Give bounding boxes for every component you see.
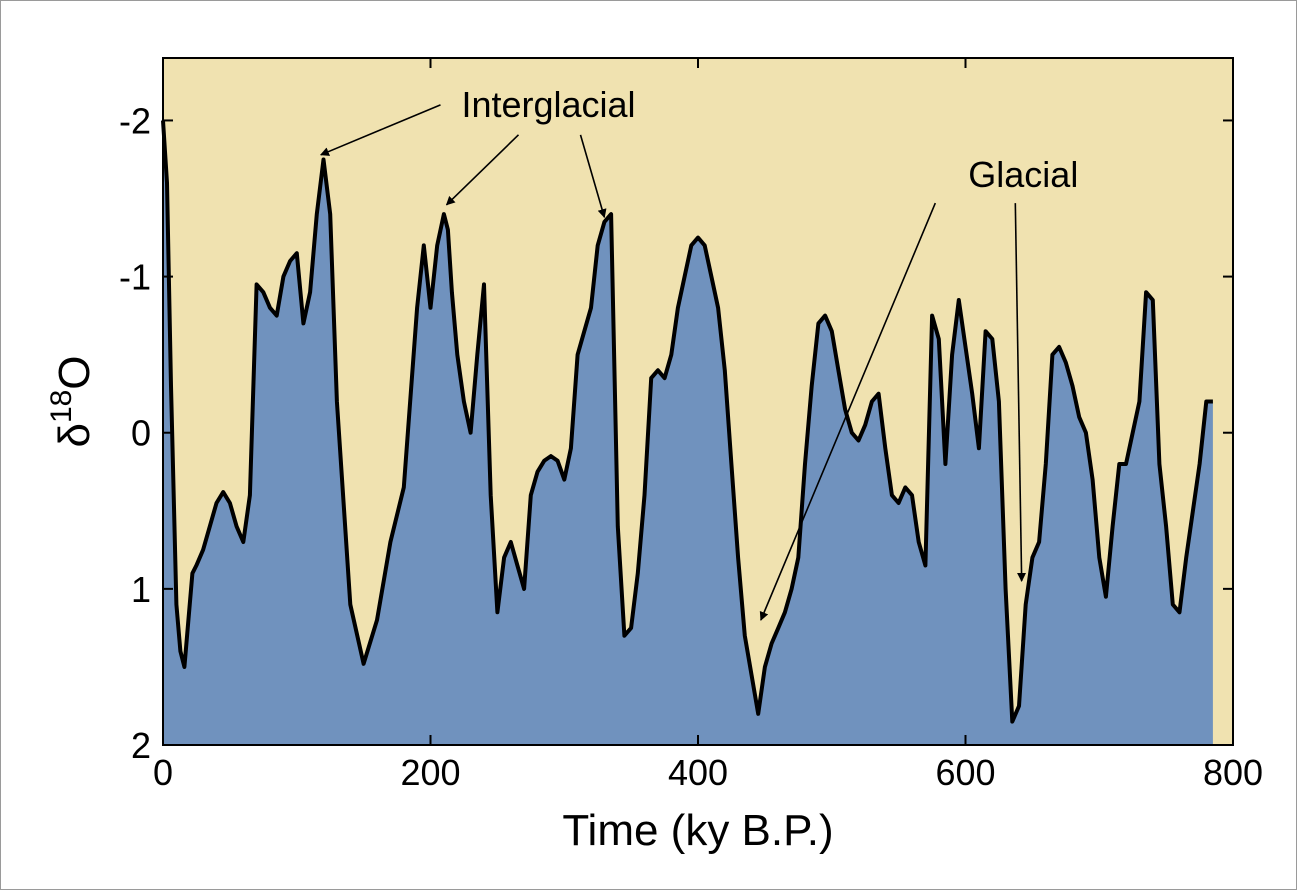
y-tick-label: 0 bbox=[131, 413, 151, 454]
y-axis-label-delta: δ bbox=[50, 423, 99, 448]
delta18o-line bbox=[161, 120, 1213, 724]
y-axis-label-o: O bbox=[50, 355, 99, 389]
y-tick-label: -2 bbox=[119, 100, 151, 141]
annotation-arrow bbox=[1014, 203, 1027, 582]
x-axis-label: Time (ky B.P.) bbox=[562, 806, 833, 855]
y-tick-label: -1 bbox=[119, 257, 151, 298]
annotation-arrow bbox=[579, 134, 607, 219]
x-tick-label: 600 bbox=[935, 752, 995, 793]
y-axis-label-sup: 18 bbox=[45, 390, 78, 423]
annotation-arrow bbox=[759, 202, 937, 621]
y-tick-label: 1 bbox=[131, 569, 151, 610]
y-axis-label: δ18O bbox=[45, 355, 99, 447]
x-tick-label: 200 bbox=[400, 752, 460, 793]
axis-ticks: 0 200 400 600 800 -2 -1 0 1 2 bbox=[119, 58, 1263, 793]
annotation-arrow bbox=[319, 104, 441, 156]
annotation-label: Glacial bbox=[968, 154, 1078, 195]
annotations: Interglacial Glacial bbox=[319, 84, 1078, 621]
plot-border bbox=[162, 57, 1234, 746]
x-tick-label: 800 bbox=[1203, 752, 1263, 793]
annotation-label: Interglacial bbox=[461, 84, 635, 125]
x-tick-label: 0 bbox=[153, 752, 173, 793]
annotation-arrow bbox=[445, 134, 520, 206]
y-tick-label: 2 bbox=[131, 725, 151, 766]
x-tick-label: 400 bbox=[668, 752, 728, 793]
